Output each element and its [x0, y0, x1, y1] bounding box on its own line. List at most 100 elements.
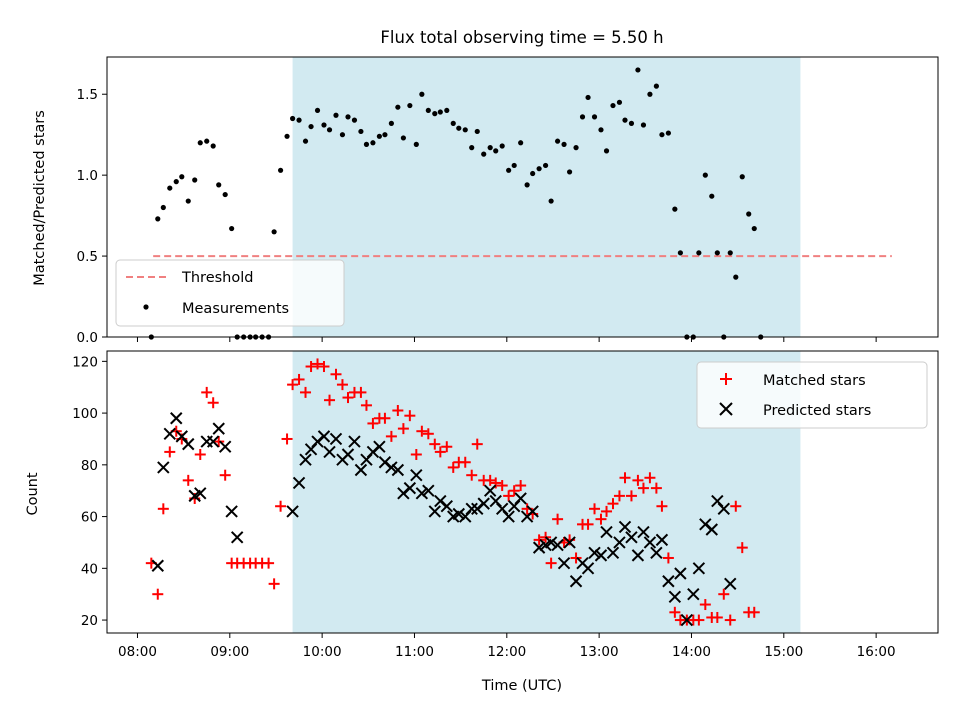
measurement-point — [524, 182, 530, 188]
predicted-point — [563, 536, 576, 549]
matched-point — [582, 518, 594, 530]
x-tick-label: 11:00 — [395, 644, 434, 660]
measurement-point — [173, 179, 179, 185]
predicted-point — [551, 538, 564, 552]
predicted-point — [225, 505, 238, 518]
measurement-point — [598, 127, 604, 133]
measurement-point — [733, 274, 739, 280]
matched-point — [392, 405, 404, 417]
predicted-point — [618, 520, 632, 534]
matched-point — [385, 430, 397, 442]
bottom-legend: Matched stars Predicted stars — [696, 361, 928, 429]
predicted-point — [230, 531, 244, 544]
measurement-point — [155, 216, 161, 222]
x-axis-label: Time (UTC) — [481, 678, 562, 694]
predicted-point — [465, 502, 478, 516]
predicted-point — [348, 435, 361, 448]
predicted-point — [569, 575, 583, 588]
matched-point — [607, 498, 619, 510]
matched-point — [589, 503, 601, 515]
top-legend: Threshold Measurements — [115, 259, 345, 327]
x-tick-label: 08:00 — [118, 644, 157, 660]
x-tick-label: 13:00 — [580, 644, 619, 660]
measurement-point — [714, 250, 720, 256]
matched-point — [281, 433, 293, 445]
predicted-point — [613, 536, 626, 549]
chart-title: Flux total observing time = 5.50 h — [380, 28, 663, 47]
top-plot-content — [148, 67, 892, 340]
predicted-point — [680, 613, 694, 627]
predicted-point — [354, 463, 368, 477]
predicted-point — [391, 463, 405, 477]
measurement-point — [216, 182, 222, 188]
bottom-plot-content — [145, 358, 760, 627]
measurement-point — [542, 162, 549, 169]
matched-point — [650, 482, 662, 494]
predicted-point — [526, 505, 539, 518]
matched-point — [552, 513, 564, 525]
measurement-point — [493, 148, 499, 154]
matched-point — [219, 469, 231, 481]
matched-point — [194, 448, 206, 460]
predicted-point — [452, 507, 465, 521]
matched-point — [693, 614, 705, 626]
measurement-point — [321, 122, 327, 128]
predicted-point — [606, 546, 620, 560]
measurement-point — [640, 122, 647, 128]
measurement-point — [610, 102, 616, 109]
predicted-point — [151, 559, 164, 572]
legend-predicted-label: Predicted stars — [763, 403, 871, 419]
measurement-point — [388, 120, 394, 126]
measurement-point — [277, 167, 284, 173]
measurement-point — [167, 185, 173, 191]
bottom-y-tick-label: 120 — [72, 354, 98, 370]
matched-point — [287, 379, 299, 391]
predicted-point — [625, 531, 638, 544]
measurement-point — [395, 104, 401, 110]
matched-point — [360, 399, 372, 411]
matched-point — [533, 534, 545, 546]
predicted-point — [385, 461, 398, 474]
measurement-point — [585, 94, 591, 101]
legend-threshold-label: Threshold — [181, 270, 253, 286]
measurement-point — [506, 167, 512, 173]
matched-point — [201, 386, 213, 398]
measurement-point — [616, 99, 623, 105]
predicted-point — [557, 556, 571, 570]
bottom-y-axis: 20 40 60 80 100 120 — [72, 354, 107, 629]
predicted-point — [194, 487, 207, 500]
matched-point — [324, 394, 336, 406]
measurement-point — [296, 117, 302, 123]
matched-point — [503, 490, 515, 502]
predicted-point — [705, 523, 718, 536]
matched-point — [312, 358, 324, 370]
measurement-point — [210, 143, 216, 149]
top-x-axis-ticks — [136, 337, 877, 342]
measurement-point — [647, 91, 653, 97]
predicted-point — [182, 437, 195, 451]
measurement-point — [345, 114, 351, 120]
matched-point — [300, 386, 312, 398]
matched-point — [305, 361, 317, 373]
measurement-point — [376, 133, 382, 139]
measurement-point — [222, 191, 228, 198]
matched-point — [355, 386, 367, 398]
bottom-y-axis-label: Count — [25, 472, 41, 515]
x-tick-label: 09:00 — [210, 644, 249, 660]
measurement-point — [603, 148, 610, 154]
measurement-point — [702, 172, 708, 178]
matched-point — [336, 379, 348, 391]
measurement-point — [746, 211, 752, 217]
matched-point — [466, 469, 478, 481]
predicted-point — [655, 533, 669, 547]
matched-point — [397, 423, 409, 435]
measurement-point — [419, 91, 425, 97]
predicted-point — [692, 562, 706, 575]
predicted-point — [544, 536, 558, 549]
matched-point — [434, 446, 446, 458]
matched-point — [545, 557, 557, 569]
measurement-point — [382, 132, 388, 138]
predicted-point — [440, 500, 453, 513]
bottom-panel: 20 40 60 80 100 120 08:00 09:00 10:00 11:00 12:00… — [25, 350, 939, 694]
predicted-point — [477, 497, 490, 510]
